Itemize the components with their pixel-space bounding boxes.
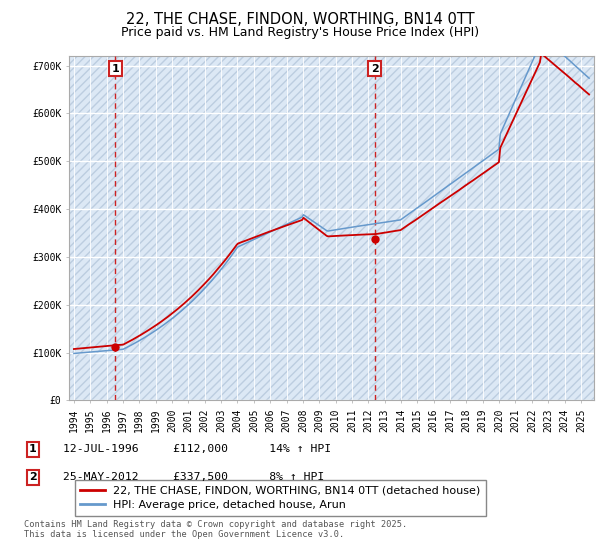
Text: Price paid vs. HM Land Registry's House Price Index (HPI): Price paid vs. HM Land Registry's House … [121,26,479,39]
Text: Contains HM Land Registry data © Crown copyright and database right 2025.
This d: Contains HM Land Registry data © Crown c… [24,520,407,539]
Text: 22, THE CHASE, FINDON, WORTHING, BN14 0TT: 22, THE CHASE, FINDON, WORTHING, BN14 0T… [125,12,475,27]
Text: 1: 1 [112,64,119,74]
Text: 12-JUL-1996     £112,000      14% ↑ HPI: 12-JUL-1996 £112,000 14% ↑ HPI [63,444,331,454]
Text: 25-MAY-2012     £337,500      8% ↑ HPI: 25-MAY-2012 £337,500 8% ↑ HPI [63,472,324,482]
Text: 2: 2 [29,472,37,482]
Text: 1: 1 [29,444,37,454]
Legend: 22, THE CHASE, FINDON, WORTHING, BN14 0TT (detached house), HPI: Average price, : 22, THE CHASE, FINDON, WORTHING, BN14 0T… [74,480,486,516]
Text: 2: 2 [371,64,379,74]
